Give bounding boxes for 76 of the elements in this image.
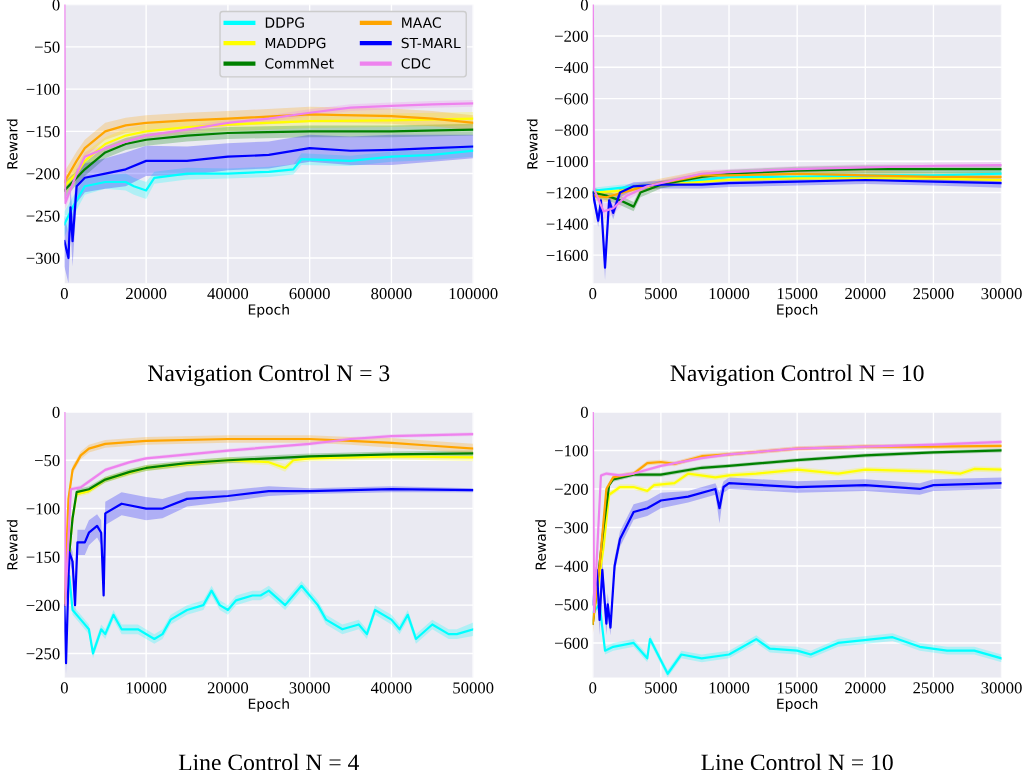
y-tick-label: −100 bbox=[555, 445, 588, 457]
x-tick-label: 10000 bbox=[709, 288, 750, 300]
line-series bbox=[64, 128, 474, 192]
y-axis-title: Reward bbox=[535, 520, 546, 570]
x-tick-label: 50000 bbox=[453, 682, 494, 694]
legend-label: ST-MARL bbox=[401, 37, 461, 49]
y-tick-label: −250 bbox=[26, 210, 60, 222]
legend-label: MAAC bbox=[402, 17, 441, 28]
y-tick-label: −600 bbox=[555, 93, 588, 105]
x-axis-title: Epoch bbox=[777, 304, 818, 318]
y-tick-label: −300 bbox=[555, 522, 588, 534]
y-tick-label: −50 bbox=[34, 41, 60, 53]
x-tick-label: 25000 bbox=[913, 682, 954, 694]
y-tick-label: −400 bbox=[555, 560, 588, 572]
y-tick-label: 0 bbox=[52, 406, 60, 418]
y-tick-label: −200 bbox=[26, 168, 60, 180]
y-tick-label: 0 bbox=[580, 406, 588, 418]
x-tick-label: 40000 bbox=[370, 682, 412, 694]
legend-label: DDPG bbox=[265, 17, 304, 28]
text: Navigation Control N = 3 bbox=[148, 364, 390, 387]
x-tick-label: 80000 bbox=[371, 288, 412, 300]
x-tick-label: 20000 bbox=[207, 682, 249, 694]
y-tick-label: −150 bbox=[26, 126, 60, 138]
y-tick-label: −200 bbox=[555, 483, 588, 495]
x-tick-label: 30000 bbox=[981, 288, 1022, 300]
x-tick-label: 25000 bbox=[913, 288, 954, 300]
y-tick-label: −400 bbox=[555, 61, 588, 74]
x-tick-label: 40000 bbox=[207, 288, 249, 300]
x-tick-label: 100000 bbox=[449, 288, 498, 300]
x-tick-label: 5000 bbox=[645, 682, 677, 694]
text: Navigation Control N = 10 bbox=[670, 364, 924, 387]
y-tick-label: −50 bbox=[34, 454, 60, 467]
text: Line Control N = 4 bbox=[178, 753, 360, 770]
x-tick-label: 30000 bbox=[289, 682, 330, 694]
y-tick-label: −500 bbox=[555, 599, 588, 611]
y-tick-label: −200 bbox=[555, 30, 588, 42]
y-tick-label: −1600 bbox=[546, 249, 588, 262]
x-axis-title: Epoch bbox=[248, 304, 289, 318]
y-tick-label: −800 bbox=[555, 124, 588, 136]
y-tick-label: −100 bbox=[26, 503, 60, 515]
y-axis-title: Reward bbox=[6, 520, 18, 570]
x-axis-title: Epoch bbox=[248, 698, 289, 712]
x-tick-label: 0 bbox=[589, 682, 597, 694]
x-tick-label: 15000 bbox=[777, 288, 818, 300]
legend-label: CommNet bbox=[265, 58, 334, 69]
x-tick-label: 15000 bbox=[777, 682, 818, 694]
y-tick-label: −300 bbox=[26, 252, 60, 264]
line-series bbox=[64, 145, 474, 260]
x-tick-label: 5000 bbox=[645, 288, 677, 300]
y-tick-label: −100 bbox=[26, 83, 60, 96]
x-axis-title: Epoch bbox=[777, 698, 818, 712]
x-tick-label: 20000 bbox=[845, 288, 886, 300]
x-tick-label: 10000 bbox=[126, 682, 167, 694]
x-tick-label: 0 bbox=[60, 288, 68, 300]
y-tick-label: 0 bbox=[52, 0, 60, 11]
x-tick-label: 30000 bbox=[981, 682, 1022, 694]
legend-label: MADDPG bbox=[265, 37, 326, 49]
x-tick-label: 20000 bbox=[126, 288, 167, 300]
x-tick-label: 0 bbox=[589, 288, 597, 300]
y-tick-label: −600 bbox=[555, 637, 588, 649]
y-tick-label: −1000 bbox=[546, 155, 588, 168]
y-tick-label: −1200 bbox=[546, 187, 588, 199]
x-tick-label: 0 bbox=[60, 682, 68, 694]
y-axis-title: Reward bbox=[6, 119, 18, 169]
x-tick-label: 10000 bbox=[709, 682, 750, 694]
y-tick-label: −200 bbox=[26, 599, 60, 612]
y-tick-label: 0 bbox=[580, 0, 588, 11]
legend-label: CDC bbox=[401, 58, 431, 69]
x-tick-label: 20000 bbox=[845, 682, 886, 694]
y-tick-label: −250 bbox=[26, 648, 60, 660]
y-tick-label: −1400 bbox=[546, 218, 588, 230]
text: Line Control N = 10 bbox=[701, 753, 893, 770]
y-axis-title: Reward bbox=[526, 119, 538, 169]
x-tick-label: 60000 bbox=[289, 288, 330, 300]
line-series bbox=[64, 149, 474, 226]
y-tick-label: −150 bbox=[26, 551, 60, 563]
